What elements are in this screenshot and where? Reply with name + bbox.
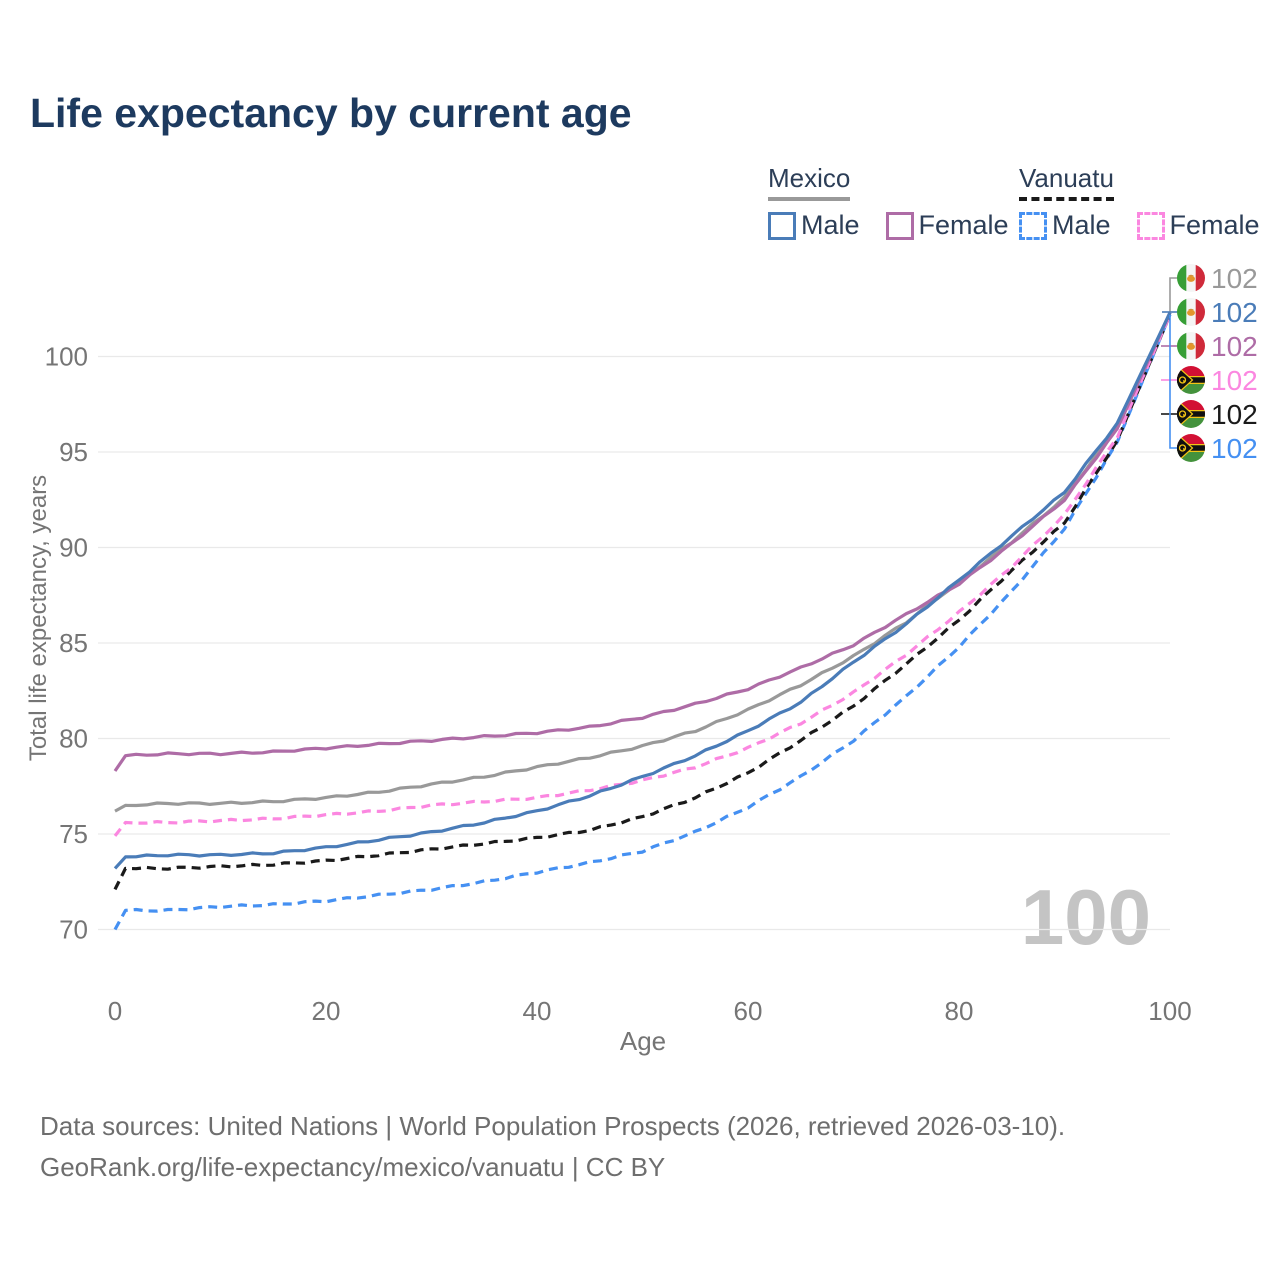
page-title: Life expectancy by current age (30, 90, 632, 136)
legend-item-mexico-female: Female (885, 210, 1009, 241)
vanuatu-flag-icon (1177, 400, 1205, 428)
legend-group-vanuatu: Vanuatu Male Female (1019, 163, 1260, 241)
legend-country-mexico: Mexico (768, 163, 851, 201)
vanuatu-flag-icon (1177, 366, 1205, 394)
end-value-label-mexico-female: 102 (1211, 331, 1258, 362)
end-value-label-mexico-male: 102 (1211, 297, 1258, 328)
x-tick-label: 20 (312, 996, 341, 1026)
x-axis-title: Age (620, 1026, 666, 1056)
end-label-leader-line (1169, 315, 1177, 449)
series-line-vanuatu (113, 313, 1172, 891)
legend-item-vanuatu-male: Male (1019, 210, 1111, 241)
mexico-male-line-swatch (768, 211, 796, 240)
y-tick-label: 70 (59, 915, 88, 945)
footer-data-sources: Data sources: United Nations | World Pop… (40, 1111, 1066, 1141)
series-line-mexico (114, 311, 1172, 813)
legend-item-vanuatu-female: Female (1136, 210, 1260, 241)
footer-attribution: Data sources: United Nations | World Pop… (40, 1106, 1065, 1188)
y-tick-label: 100 (45, 342, 88, 372)
mexico-flag-icon (1177, 332, 1205, 360)
y-tick-label: 95 (59, 437, 88, 467)
y-tick-label: 85 (59, 628, 88, 658)
legend-country-vanuatu: Vanuatu (1019, 163, 1114, 201)
legend-label: Male (1052, 210, 1111, 240)
legend-item-mexico-male: Male (768, 210, 860, 241)
legend-label: Female (918, 210, 1009, 240)
series-line-vanuatu-male (113, 313, 1172, 931)
y-axis-title: Total life expectancy, years (25, 475, 52, 761)
end-value-label-mexico: 102 (1211, 263, 1258, 294)
x-tick-label: 40 (523, 996, 552, 1026)
y-tick-label: 75 (59, 819, 88, 849)
mexico-flag-icon (1177, 298, 1205, 326)
legend-label: Female (1169, 210, 1260, 240)
vanuatu-flag-icon (1177, 434, 1205, 462)
end-value-label-vanuatu-female: 102 (1211, 365, 1258, 396)
x-tick-label: 100 (1148, 996, 1191, 1026)
end-value-label-vanuatu-male: 102 (1211, 433, 1258, 464)
end-value-label-vanuatu: 102 (1211, 399, 1258, 430)
y-tick-label: 90 (59, 533, 88, 563)
series-line-vanuatu-female (113, 313, 1172, 837)
x-tick-label: 60 (734, 996, 763, 1026)
x-tick-label: 80 (945, 996, 974, 1026)
vanuatu-male-line-swatch (1019, 211, 1047, 240)
series-line-mexico-female (113, 311, 1172, 772)
end-label-leader-line (1169, 277, 1177, 312)
legend-label: Male (801, 210, 860, 240)
mexico-flag-icon (1177, 264, 1205, 292)
footer-url: GeoRank.org/life-expectancy/mexico/vanua… (40, 1152, 666, 1182)
y-tick-label: 80 (59, 724, 88, 754)
legend-group-mexico: Mexico Male Female (768, 163, 1009, 241)
x-tick-label: 0 (108, 996, 122, 1026)
mexico-female-line-swatch (885, 211, 914, 240)
age-counter-watermark: 100 (1021, 873, 1151, 961)
vanuatu-female-line-swatch (1136, 211, 1165, 240)
series-line-mexico-male (113, 311, 1172, 870)
